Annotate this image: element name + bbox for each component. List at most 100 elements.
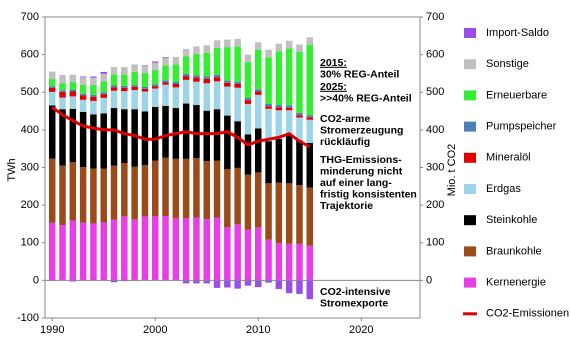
- bar-segment: [193, 75, 200, 77]
- bar-segment: [307, 117, 314, 119]
- legend-swatch: [464, 90, 476, 100]
- y-tick-label: 500: [21, 86, 39, 98]
- bar-segment: [224, 116, 231, 169]
- bar-segment: [255, 42, 262, 50]
- bar-segment: [111, 67, 118, 75]
- bar-segment: [173, 84, 180, 87]
- bar-segment: [245, 104, 252, 134]
- annotation: 30% REG-Anteil: [320, 68, 399, 80]
- bar-segment: [245, 175, 252, 230]
- legend-swatch: [464, 278, 476, 288]
- annotation: fristig konsistenten: [320, 188, 417, 200]
- legend-label: CO2-Emissionen: [486, 308, 569, 320]
- bar-segment: [183, 49, 190, 57]
- bar-segment: [142, 216, 149, 280]
- bar-segment: [131, 167, 138, 220]
- bar-segment: [121, 91, 128, 109]
- bar-segment: [162, 57, 169, 58]
- x-tick-label: 1990: [40, 324, 64, 336]
- bar-segment: [214, 77, 221, 81]
- annotation: minderung nicht: [320, 165, 403, 177]
- bar-segment: [224, 81, 231, 83]
- y2-tick-label: 200: [426, 199, 444, 211]
- legend-label: Erdgas: [486, 183, 521, 195]
- bar-segment: [142, 66, 149, 74]
- bar-segment: [286, 105, 293, 107]
- legend-label: Sonstige: [486, 58, 529, 70]
- bar-segment: [152, 161, 159, 217]
- bar-segment: [203, 83, 210, 110]
- bar-segment: [224, 83, 231, 87]
- bar-segment: [131, 85, 138, 87]
- annotation: rückläufig: [320, 136, 370, 148]
- bar-segment: [111, 108, 118, 166]
- bar-segment: [80, 167, 87, 223]
- bar-segment: [90, 97, 97, 101]
- bar-segment: [183, 57, 190, 74]
- bar-segment: [255, 128, 262, 172]
- bar-segment: [80, 94, 87, 96]
- bar-segment: [100, 92, 107, 94]
- bar-segment: [255, 50, 262, 90]
- y-tick-label: 400: [21, 124, 39, 136]
- annotation: Trajektorie: [320, 200, 373, 212]
- bar-segment: [255, 172, 262, 227]
- bar-segment: [203, 79, 210, 84]
- y2-tick-label: 600: [426, 49, 444, 61]
- bar-segment: [131, 219, 138, 280]
- bar-segment: [265, 183, 272, 239]
- bar-segment: [131, 72, 138, 85]
- bar-segment: [265, 240, 272, 281]
- bar-segment: [224, 40, 231, 48]
- y2-tick-label: 0: [426, 274, 432, 286]
- legend-swatch: [464, 153, 476, 163]
- bar-segment: [234, 168, 241, 224]
- bar-segment: [80, 112, 87, 167]
- bar-segment: [49, 79, 56, 86]
- bar-segment: [49, 158, 56, 222]
- annotation: Stromerzeugung: [320, 124, 403, 136]
- y2-tick-label: 300: [426, 161, 444, 173]
- bar-segment: [100, 169, 107, 223]
- bar-segment: [183, 74, 190, 76]
- bar-segment: [80, 100, 87, 112]
- bar-segment: [307, 143, 314, 187]
- bar-segment: [70, 75, 77, 83]
- bar-segment: [121, 163, 128, 216]
- bar-segment: [142, 89, 149, 92]
- bar-segment: [234, 84, 241, 88]
- bar-segment: [59, 92, 65, 98]
- bar-segment: [296, 115, 303, 117]
- bar-segment: [276, 44, 283, 52]
- bar-segment: [234, 224, 241, 280]
- bar-segment: [203, 111, 210, 161]
- bar-segment: [203, 53, 210, 77]
- bar-segment: [90, 95, 97, 97]
- legend-label: Erneuerbare: [486, 89, 547, 101]
- bar-segment: [193, 54, 200, 75]
- bar-segment: [255, 95, 262, 128]
- y2-tick-label: 100: [426, 237, 444, 249]
- bar-segment: [255, 227, 262, 280]
- bar-segment: [152, 84, 159, 86]
- bar-segment: [90, 101, 97, 115]
- bar-segment: [100, 94, 107, 98]
- bar-segment: [70, 221, 77, 281]
- bar-segment: [162, 216, 169, 280]
- bar-segment: [265, 50, 272, 58]
- bar-segment: [296, 280, 303, 294]
- bar-segment: [49, 72, 56, 80]
- bar-segment: [286, 183, 293, 244]
- bar-segment: [307, 280, 314, 299]
- y2-tick-label: 500: [426, 86, 444, 98]
- bar-segment: [111, 91, 118, 108]
- bar-segment: [193, 82, 200, 105]
- bar-segment: [276, 139, 283, 183]
- bar-segment: [80, 223, 87, 281]
- bar-segment: [100, 72, 107, 74]
- bar-segment: [80, 95, 87, 100]
- bar-segment: [255, 89, 262, 91]
- bar-segment: [142, 91, 149, 111]
- bar-segment: [193, 78, 200, 82]
- bar-segment: [224, 227, 231, 280]
